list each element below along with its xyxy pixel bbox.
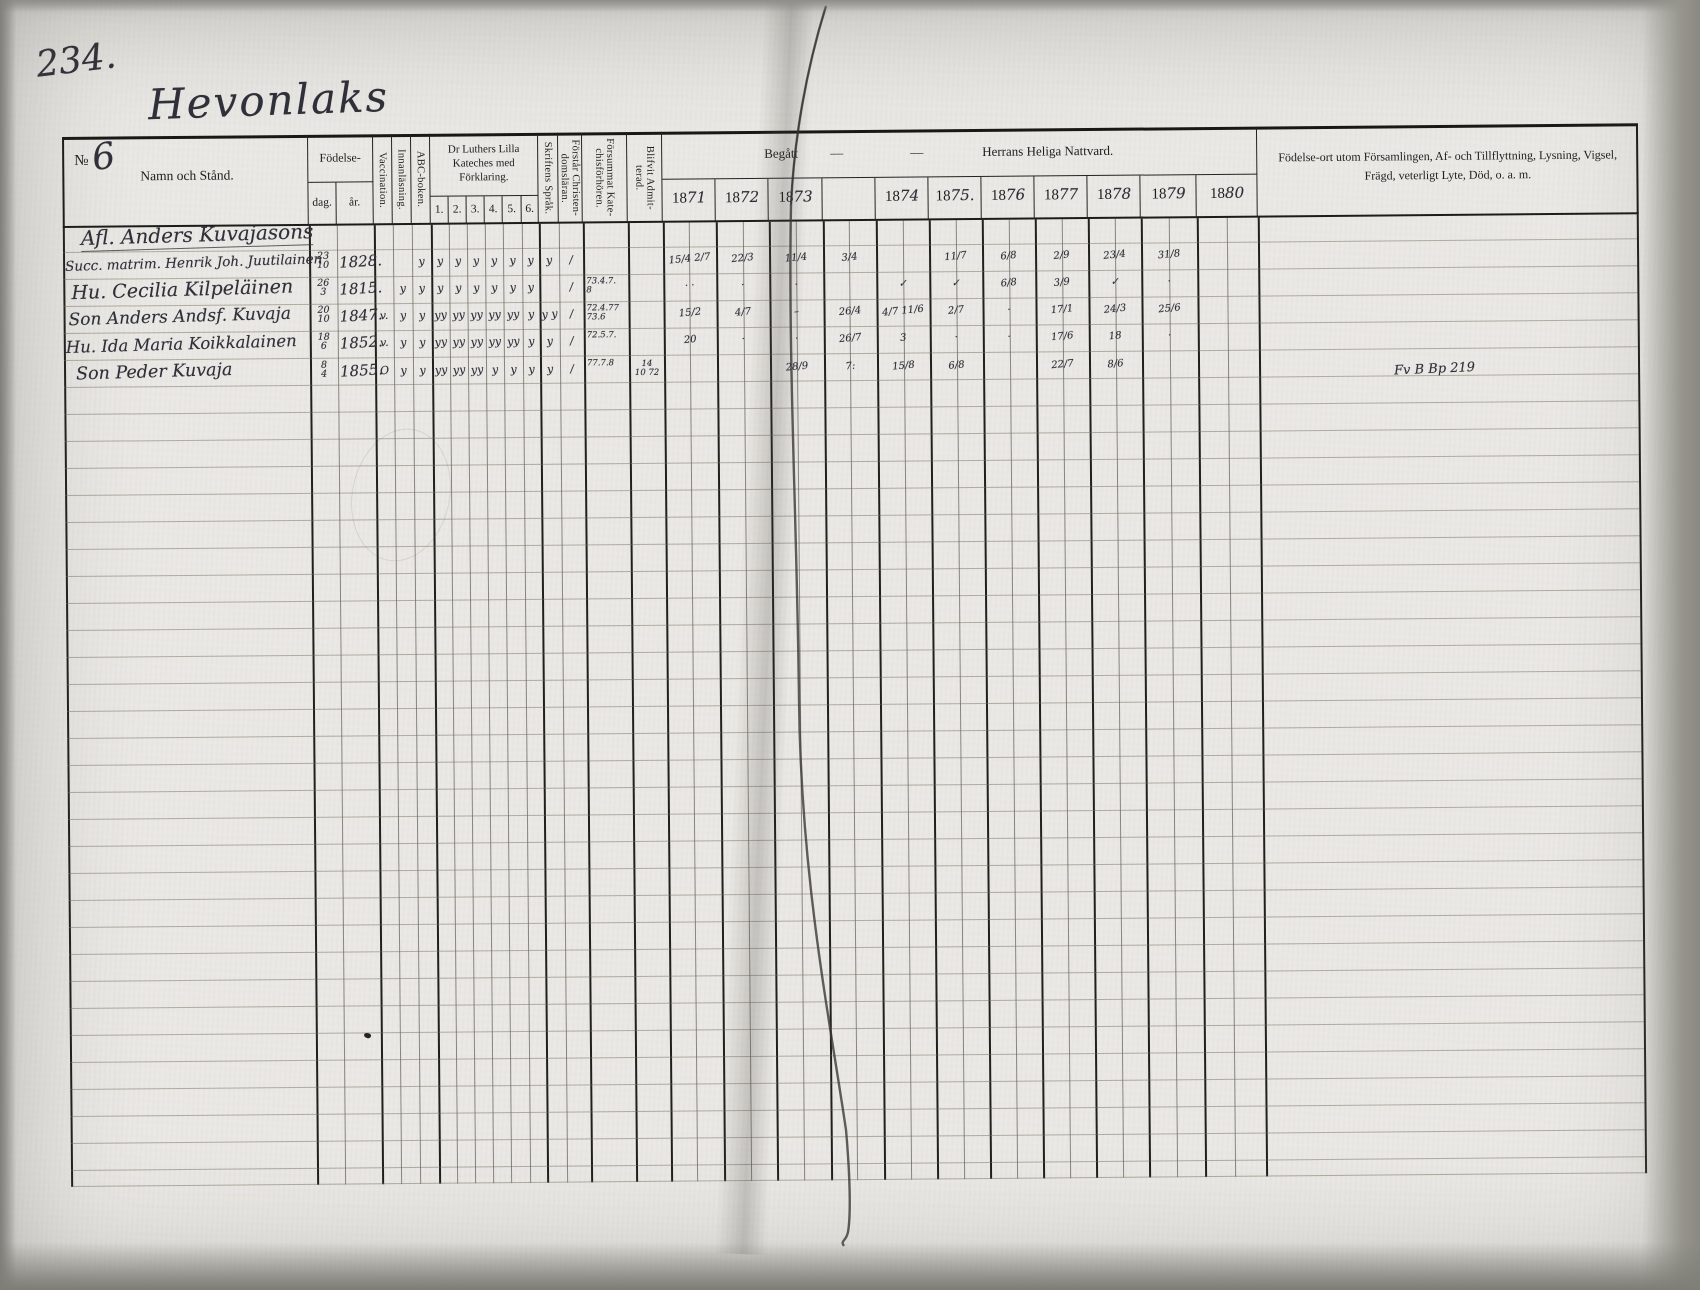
binding-thread [789, 5, 851, 1247]
scanned-church-record-page: 234. Hevonlaks № 6 Namn och Stånd. Födel… [0, 0, 1700, 1290]
